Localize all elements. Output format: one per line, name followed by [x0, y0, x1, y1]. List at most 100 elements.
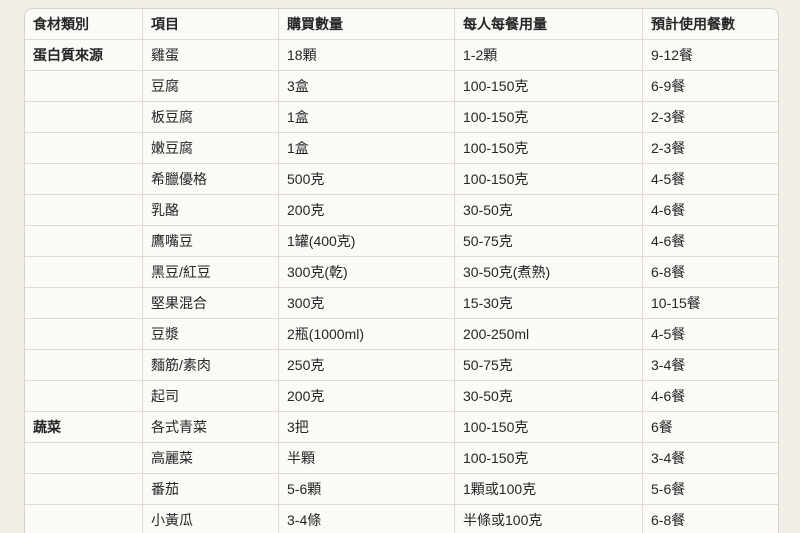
category-cell [25, 504, 142, 533]
quantity-cell: 300克 [278, 287, 454, 318]
category-cell: 蛋白質來源 [25, 39, 142, 70]
item-cell: 鷹嘴豆 [142, 225, 278, 256]
item-cell: 高麗菜 [142, 442, 278, 473]
item-cell: 豆漿 [142, 318, 278, 349]
category-cell [25, 132, 142, 163]
quantity-cell: 18顆 [278, 39, 454, 70]
table-row: 堅果混合 300克 15-30克 10-15餐 [25, 287, 778, 318]
item-cell: 堅果混合 [142, 287, 278, 318]
quantity-cell: 3盒 [278, 70, 454, 101]
category-cell [25, 194, 142, 225]
per-meal-cell: 100-150克 [454, 101, 642, 132]
meals-cell: 9-12餐 [642, 39, 778, 70]
category-cell [25, 380, 142, 411]
item-cell: 板豆腐 [142, 101, 278, 132]
table-row: 豆漿 2瓶(1000ml) 200-250ml 4-5餐 [25, 318, 778, 349]
per-meal-cell: 30-50克(煮熟) [454, 256, 642, 287]
per-meal-cell: 1-2顆 [454, 39, 642, 70]
per-meal-cell: 100-150克 [454, 442, 642, 473]
quantity-cell: 1盒 [278, 101, 454, 132]
item-cell: 希臘優格 [142, 163, 278, 194]
food-plan-table: 食材類別 項目 購買數量 每人每餐用量 預計使用餐數 蛋白質來源 雞蛋 18顆 1-2… [24, 8, 779, 533]
quantity-cell: 1盒 [278, 132, 454, 163]
table-row: 番茄 5-6顆 1顆或100克 5-6餐 [25, 473, 778, 504]
table-row: 豆腐 3盒 100-150克 6-9餐 [25, 70, 778, 101]
quantity-cell: 500克 [278, 163, 454, 194]
quantity-cell: 3把 [278, 411, 454, 442]
per-meal-cell: 100-150克 [454, 132, 642, 163]
quantity-cell: 200克 [278, 380, 454, 411]
meals-cell: 3-4餐 [642, 349, 778, 380]
meals-cell: 4-6餐 [642, 225, 778, 256]
meals-cell: 2-3餐 [642, 101, 778, 132]
quantity-cell: 1罐(400克) [278, 225, 454, 256]
header-quantity: 購買數量 [278, 9, 454, 39]
meals-cell: 3-4餐 [642, 442, 778, 473]
per-meal-cell: 100-150克 [454, 70, 642, 101]
item-cell: 豆腐 [142, 70, 278, 101]
quantity-cell: 5-6顆 [278, 473, 454, 504]
item-cell: 麵筋/素肉 [142, 349, 278, 380]
per-meal-cell: 30-50克 [454, 194, 642, 225]
per-meal-cell: 50-75克 [454, 349, 642, 380]
item-cell: 黑豆/紅豆 [142, 256, 278, 287]
meals-cell: 4-6餐 [642, 194, 778, 225]
category-cell [25, 287, 142, 318]
meals-cell: 5-6餐 [642, 473, 778, 504]
item-cell: 嫩豆腐 [142, 132, 278, 163]
table-row: 板豆腐 1盒 100-150克 2-3餐 [25, 101, 778, 132]
item-cell: 起司 [142, 380, 278, 411]
item-cell: 雞蛋 [142, 39, 278, 70]
quantity-cell: 300克(乾) [278, 256, 454, 287]
header-category: 食材類別 [33, 16, 89, 32]
meals-cell: 6-8餐 [642, 504, 778, 533]
per-meal-cell: 半條或100克 [454, 504, 642, 533]
per-meal-cell: 15-30克 [454, 287, 642, 318]
category-cell [25, 70, 142, 101]
meals-cell: 6餐 [642, 411, 778, 442]
quantity-cell: 200克 [278, 194, 454, 225]
per-meal-cell: 30-50克 [454, 380, 642, 411]
table-row: 高麗菜 半顆 100-150克 3-4餐 [25, 442, 778, 473]
table-row: 黑豆/紅豆 300克(乾) 30-50克(煮熟) 6-8餐 [25, 256, 778, 287]
header-per-meal: 每人每餐用量 [454, 9, 642, 39]
per-meal-cell: 1顆或100克 [454, 473, 642, 504]
table-row: 希臘優格 500克 100-150克 4-5餐 [25, 163, 778, 194]
per-meal-cell: 100-150克 [454, 411, 642, 442]
category-cell: 蔬菜 [25, 411, 142, 442]
table-row: 麵筋/素肉 250克 50-75克 3-4餐 [25, 349, 778, 380]
quantity-cell: 2瓶(1000ml) [278, 318, 454, 349]
item-cell: 各式青菜 [142, 411, 278, 442]
quantity-cell: 250克 [278, 349, 454, 380]
category-cell [25, 442, 142, 473]
item-cell: 乳酪 [142, 194, 278, 225]
category-cell [25, 101, 142, 132]
header-item: 項目 [142, 9, 278, 39]
table-row: 蛋白質來源 雞蛋 18顆 1-2顆 9-12餐 [25, 39, 778, 70]
category-cell [25, 473, 142, 504]
table-row: 蔬菜 各式青菜 3把 100-150克 6餐 [25, 411, 778, 442]
table-row: 乳酪 200克 30-50克 4-6餐 [25, 194, 778, 225]
meals-cell: 4-5餐 [642, 163, 778, 194]
category-cell [25, 256, 142, 287]
meals-cell: 4-5餐 [642, 318, 778, 349]
category-cell [25, 349, 142, 380]
quantity-cell: 3-4條 [278, 504, 454, 533]
per-meal-cell: 100-150克 [454, 163, 642, 194]
table-header-row: 食材類別 項目 購買數量 每人每餐用量 預計使用餐數 [25, 9, 778, 39]
table-row: 起司 200克 30-50克 4-6餐 [25, 380, 778, 411]
category-cell [25, 318, 142, 349]
per-meal-cell: 200-250ml [454, 318, 642, 349]
meals-cell: 10-15餐 [642, 287, 778, 318]
table-row: 鷹嘴豆 1罐(400克) 50-75克 4-6餐 [25, 225, 778, 256]
meals-cell: 2-3餐 [642, 132, 778, 163]
item-cell: 番茄 [142, 473, 278, 504]
meals-cell: 6-8餐 [642, 256, 778, 287]
per-meal-cell: 50-75克 [454, 225, 642, 256]
meals-cell: 6-9餐 [642, 70, 778, 101]
table-row: 小黃瓜 3-4條 半條或100克 6-8餐 [25, 504, 778, 533]
category-cell [25, 225, 142, 256]
meals-cell: 4-6餐 [642, 380, 778, 411]
quantity-cell: 半顆 [278, 442, 454, 473]
